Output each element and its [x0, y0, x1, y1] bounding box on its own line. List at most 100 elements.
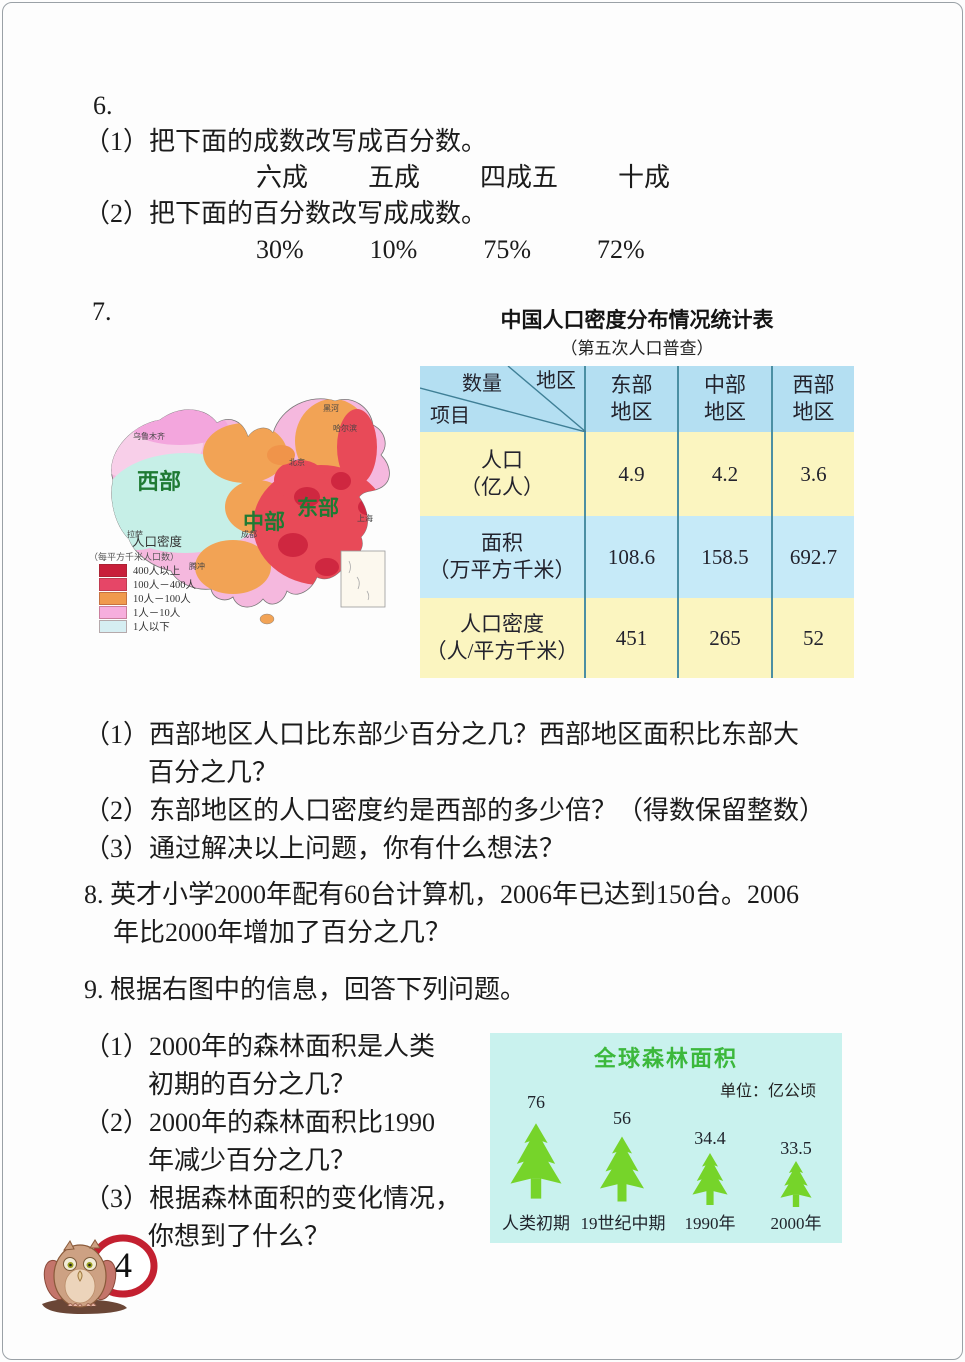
map-legend: 人口密度 （每平方千米人口数） 400人以上 100人－400人 10人－100…: [89, 531, 241, 633]
corner-label-region: 地区: [536, 370, 576, 392]
region-label-east: 东部: [297, 496, 339, 520]
legend-label: 400人以上: [133, 565, 181, 577]
table-cell: 4.9: [586, 432, 679, 516]
data-value: 33.5: [780, 1138, 812, 1158]
tree-icon: [597, 1131, 647, 1207]
chart-unit-label: 单位：亿公顷: [719, 1083, 816, 1100]
page-number: 4: [114, 1245, 132, 1285]
legend-row: 1人以下: [99, 619, 241, 633]
problem-8: 8. 英才小学2000年配有60台计算机，2006年已达到150台。2006 年…: [84, 876, 799, 952]
legend-label: 1人以下: [133, 621, 170, 633]
table-cell: 265: [679, 598, 773, 678]
forest-area-chart: 全球森林面积 单位：亿公顷 76 56 34.4 33.5 人类初期 19世纪中…: [490, 1033, 842, 1243]
corner-label-item: 项目: [430, 405, 470, 427]
percent-item: 30%: [256, 235, 304, 264]
legend-swatch: [99, 577, 127, 591]
table-cell: 451: [586, 598, 679, 678]
cheng-item: 十成: [618, 163, 671, 192]
city-label: 腾冲: [189, 561, 205, 571]
cheng-item: 六成: [256, 163, 309, 192]
tree-icon: [778, 1161, 814, 1207]
legend-swatch: [99, 619, 127, 633]
table-cell: 4.2: [679, 432, 773, 516]
tree-pictogram-group: 56: [582, 1033, 662, 1207]
col-header-west: 西部 地区: [773, 366, 854, 432]
legend-swatch: [99, 591, 127, 605]
problem-6-part2: （2）把下面的百分数改写成成数。: [84, 199, 488, 228]
tree-pictogram-group: 33.5: [756, 1033, 836, 1207]
corner-diagonal-lines: [420, 366, 586, 432]
table-title: 中国人口密度分布情况统计表: [500, 309, 774, 332]
problem-9-questions: （1）2000年的森林面积是人类 初期的百分之几？ （2）2000年的森林面积比…: [84, 1028, 461, 1256]
category-label: 1990年: [684, 1214, 736, 1233]
row-label-area: 面积 （万平方千米）: [420, 516, 586, 598]
col-header-central: 中部 地区: [679, 366, 773, 432]
question-line: （3）根据森林面积的变化情况，: [84, 1184, 462, 1213]
region-label-west: 西部: [137, 469, 181, 494]
percent-item: 10%: [369, 235, 418, 264]
china-map-graphic: 西部 中部 东部 乌鲁木齐 黑河 哈尔滨 北京 上海 成都 拉萨 腾冲: [111, 398, 390, 625]
question-line: 年减少百分之几？: [148, 1146, 357, 1175]
question-line: （1）2000年的森林面积是人类: [84, 1032, 436, 1061]
problem-6-part2-items: 30% 10% 75% 72%: [256, 232, 670, 268]
problem-6-part1: （1）把下面的成数改写成百分数。: [84, 127, 488, 156]
city-label: 哈尔滨: [333, 423, 357, 433]
city-label: 北京: [289, 457, 305, 467]
question-line: （2）2000年的森林面积比1990: [84, 1108, 436, 1137]
owl-mascot-icon: [42, 1239, 127, 1314]
question-line: 百分之几？: [148, 758, 279, 787]
data-value: 56: [613, 1108, 631, 1128]
corner-label-quantity: 数量: [462, 373, 502, 395]
problem-7-questions: （1）西部地区人口比东部少百分之几？西部地区面积比东部大 百分之几？ （2）东部…: [84, 716, 825, 868]
problem-6-number: 6.: [93, 91, 113, 120]
tree-pictogram-group: 76: [496, 1033, 576, 1207]
row-label-population: 人口 （亿人）: [420, 432, 586, 516]
question-line: （3）通过解决以上问题，你有什么想法？: [84, 834, 566, 863]
problem-6-part1-items: 六成 五成 四成五 十成: [256, 160, 670, 196]
legend-row: 1人－10人: [99, 605, 241, 619]
tree-pictogram-group: 34.4: [670, 1033, 750, 1207]
legend-label: 1人－10人: [133, 607, 181, 619]
table-cell: 692.7: [773, 516, 854, 598]
cheng-item: 五成: [368, 163, 421, 192]
percent-item: 75%: [483, 235, 532, 264]
legend-label: 10人－100人: [133, 593, 191, 605]
legend-row: 10人－100人: [99, 591, 241, 605]
map-legend-title: 人口密度: [131, 535, 182, 549]
table-cell: 52: [773, 598, 854, 678]
row-label-density: 人口密度 （人/平方千米）: [420, 598, 586, 678]
category-label: 19世纪中期: [580, 1214, 666, 1233]
data-value: 34.4: [694, 1128, 726, 1148]
table-cell: 108.6: [586, 516, 679, 598]
legend-row: 100人－400人: [99, 577, 241, 591]
map-inset-box: [340, 550, 386, 608]
legend-swatch: [99, 605, 127, 619]
hainan-island: [259, 613, 275, 625]
table-subtitle: （第五次人口普查）: [560, 339, 714, 358]
city-label: 上海: [357, 513, 373, 523]
table-corner-cell: 数量 地区 项目: [420, 366, 586, 432]
inset-islands: [348, 560, 370, 601]
question-line: （2）东部地区的人口密度约是西部的多少倍？（得数保留整数）: [84, 796, 826, 825]
legend-row: 400人以上: [99, 563, 241, 577]
cheng-item: 四成五: [480, 163, 559, 192]
legend-swatch: [99, 563, 127, 577]
map-legend-subtitle: （每平方千米人口数）: [89, 552, 180, 562]
tree-icon: [507, 1115, 565, 1207]
legend-label: 100人－400人: [133, 579, 196, 591]
population-density-table: 数量 地区 项目 东部 地区 中部 地区 西部 地区 人口 （亿人） 4.9 4…: [420, 366, 854, 678]
question-line: 你想到了什么？: [148, 1222, 331, 1251]
tree-icon: [690, 1151, 730, 1207]
city-label: 拉萨: [127, 529, 143, 539]
category-label: 2000年: [770, 1214, 822, 1233]
city-label: 成都: [241, 529, 257, 539]
chart-title: 全球森林面积: [593, 1046, 738, 1071]
city-label: 乌鲁木齐: [133, 431, 165, 441]
china-density-map: 西部 中部 东部 乌鲁木齐 黑河 哈尔滨 北京 上海 成都 拉萨 腾冲 人口密度…: [85, 385, 403, 635]
table-cell: 3.6: [773, 432, 854, 516]
map-density-regions: [111, 399, 389, 594]
problem-8-line: 年比2000年增加了百分之几？: [113, 918, 452, 947]
question-line: 初期的百分之几？: [148, 1070, 357, 1099]
question-line: （1）西部地区人口比东部少百分之几？西部地区面积比东部大: [84, 720, 800, 749]
